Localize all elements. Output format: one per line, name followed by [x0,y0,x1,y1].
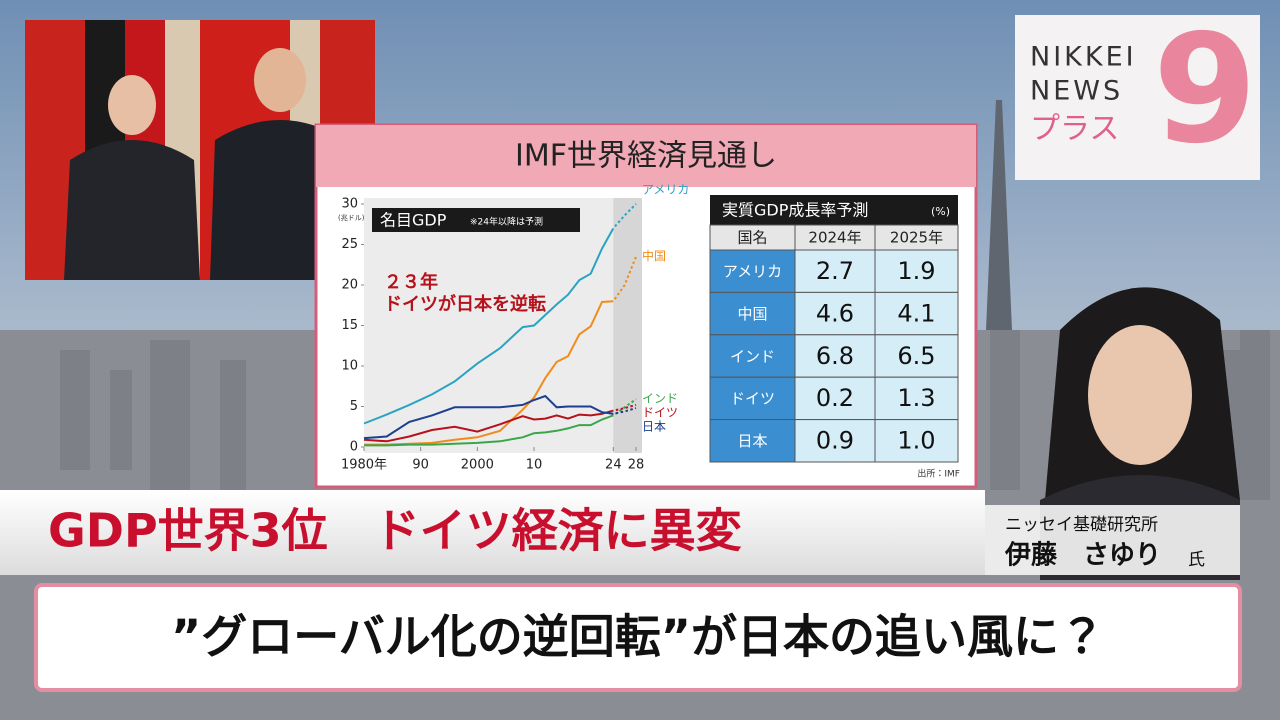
table-cell [874,419,959,463]
row-label: アメリカ [723,263,782,281]
panel-title: IMF世界経済見通し [515,139,777,174]
series-label: 中国 [642,248,666,263]
table-cell [874,291,959,336]
series-line [364,398,637,447]
plot-background [364,198,642,453]
series-label: インド [642,392,678,406]
y-tick-label: 15 [341,318,358,333]
logo-nikkei: NIKKEI [1030,42,1137,73]
table-value: 1.0 [897,427,935,455]
y-tick-label: 10 [341,359,358,374]
table-cell [709,419,796,463]
y-tick-label: 30 [341,197,358,212]
table-value: 4.6 [816,299,854,327]
table-title-box [710,195,958,225]
series-line [363,394,637,440]
row-label: 中国 [737,305,767,323]
speaker-affiliation: ニッセイ基礎研究所 [1005,515,1158,535]
table-cell [874,334,959,378]
y-tick-label: 20 [341,278,358,293]
line-chart: (兆ドル) 0 5 10 15 20 25 30 1980年 90 2000 10 24 28 名目GDP ※… [338,183,689,473]
x-tick-label: 24 [605,458,622,473]
series-line [363,203,637,425]
subtitle: ”グローバル化の逆回転”が日本の追い風に？ [171,610,1105,664]
y-tick-label: 0 [350,440,358,455]
logo-news: NEWS [1030,76,1123,107]
table-value: 0.9 [816,427,854,455]
chart-title: 名目GDP [380,211,447,230]
table-cell [794,419,876,463]
table-title: 実質GDP成長率予測 [722,201,868,220]
chart-note: ※24年以降は予測 [470,216,543,228]
y-axis-label: (兆ドル) [338,213,365,222]
table-cell [874,249,959,293]
x-tick-label: 90 [412,458,429,473]
table-value: 1.3 [897,384,935,412]
logo: NIKKEI NEWS プラス 9 [1015,3,1260,180]
x-tick-label: 2000 [461,458,494,473]
annotation: ドイツが日本を逆転 [384,293,546,315]
logo-plus: プラス [1030,112,1119,147]
table-value: 6.5 [897,342,935,370]
chart-title-box [372,208,580,232]
header-cell [874,224,959,251]
headline-bar: GDP世界3位 ドイツ経済に異変 ニッセイ基礎研究所 伊藤 さゆり 氏 [0,490,1240,575]
table-value: 4.1 [897,299,935,327]
row-label: 日本 [737,432,767,450]
table-cell [794,291,876,336]
table-unit: (%) [931,205,950,218]
series-label: 日本 [642,420,666,434]
source: 出所：IMF [917,468,960,480]
header-text: 2024年 [808,229,861,247]
header-text: 国名 [737,229,767,247]
table-cell [709,376,796,421]
x-tick-label: 10 [526,458,543,473]
header-cell [709,224,796,251]
annotation: ２３年 [384,271,438,293]
table-cell [709,291,796,336]
header-cell [794,224,876,251]
table-cell [709,249,796,293]
headline: GDP世界3位 ドイツ経済に異変 [48,504,742,558]
x-tick-label: 28 [628,458,645,473]
x-tick-label: 1980年 [341,458,387,473]
y-tick-label: 5 [350,399,358,414]
series-line [364,256,637,446]
subtitle-bar: ”グローバル化の逆回転”が日本の追い風に？ [34,583,1242,692]
row-label: ドイツ [730,390,775,408]
table-value: 2.7 [816,257,854,285]
forecast-shade [613,198,642,453]
series-label: ドイツ [642,406,678,420]
table-value: 6.8 [816,342,854,370]
table-value: 1.9 [897,257,935,285]
logo-number: 9 [1153,3,1257,177]
y-tick-label: 25 [341,237,358,252]
table-value: 0.2 [816,384,854,412]
speaker-name: 伊藤 さゆり [1004,541,1161,571]
header-text: 2025年 [890,229,943,247]
row-label: インド [730,347,775,365]
series-label: アメリカ [642,183,689,197]
speaker-honorific: 氏 [1188,550,1205,570]
